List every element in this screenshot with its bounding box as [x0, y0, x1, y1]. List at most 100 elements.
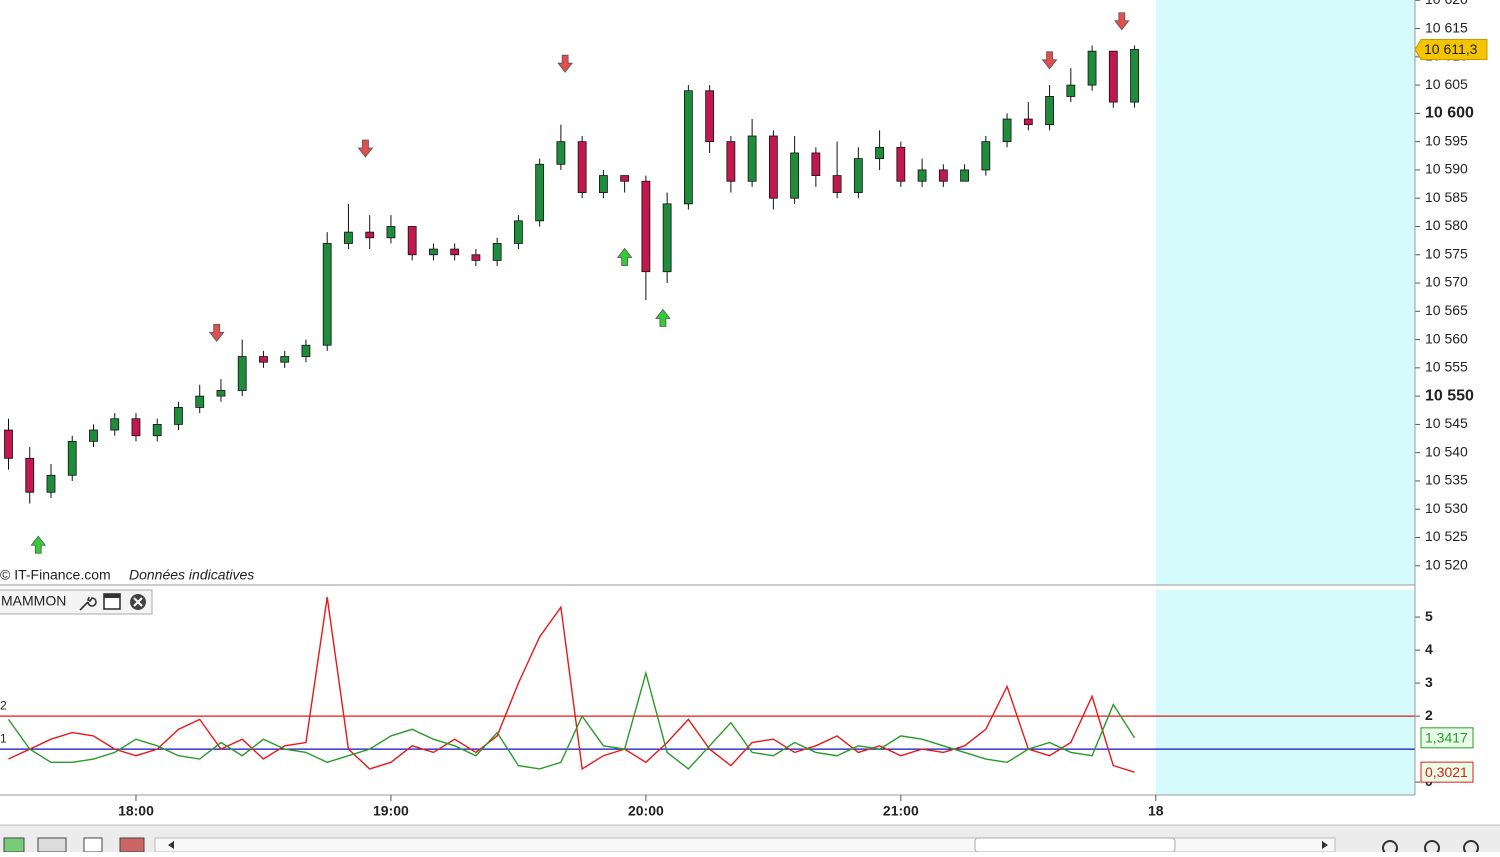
candle-body [216, 390, 226, 397]
y-tick-label: 10 580 [1425, 217, 1468, 233]
candle-body [683, 90, 693, 205]
y-tick-label: 10 620 [1425, 0, 1468, 7]
note: Données indicatives [129, 567, 254, 583]
candle-body [492, 243, 502, 261]
candle-body [938, 169, 948, 182]
y-tick-label: 10 555 [1425, 359, 1468, 375]
future-area [1155, 590, 1415, 795]
candle-body [811, 152, 821, 176]
tool-icon[interactable] [83, 837, 103, 853]
tool-icon[interactable] [119, 837, 145, 853]
last-value-label: 1,3417 [1425, 730, 1468, 746]
candle-body [1130, 49, 1139, 103]
buy-signal [655, 308, 671, 327]
candle-body [89, 429, 98, 442]
candle-body [981, 141, 991, 171]
candle-body [67, 440, 77, 476]
y-tick-label: 5 [1425, 608, 1433, 624]
source: © IT-Finance.com [0, 567, 111, 583]
y-tick-label: 4 [1425, 641, 1433, 657]
y-tick-label: 10 595 [1425, 132, 1468, 148]
candle-body [1002, 118, 1012, 143]
candle-body [662, 203, 672, 273]
candle-body [471, 254, 481, 261]
candle-body [4, 429, 13, 459]
candle-body [280, 356, 290, 363]
y-tick-label: 10 600 [1425, 105, 1474, 122]
candle-body [1087, 50, 1097, 86]
sell-signal [557, 54, 573, 73]
candle-body [237, 356, 247, 391]
candle-body [960, 169, 969, 182]
candle-body [832, 175, 842, 193]
last-value-box [1420, 761, 1474, 783]
candle-body [110, 418, 120, 431]
candle-body [556, 141, 566, 165]
candle-body [1045, 96, 1054, 126]
indicator-line [7, 670, 1136, 770]
candle-body [726, 141, 736, 182]
indicator-title: MAMMON [1, 593, 66, 609]
close-icon-x [133, 597, 143, 607]
y-tick-label: 10 575 [1425, 245, 1468, 261]
candle-body [747, 135, 757, 182]
window-icon-bar [104, 594, 120, 598]
y-tick-label: 3 [1425, 674, 1433, 690]
y-tick-label: 10 545 [1425, 415, 1468, 431]
sell-signal [1041, 51, 1058, 70]
x-tick-label: 18 [1148, 803, 1164, 819]
level-label: 1 [0, 731, 7, 745]
last-value-label: 0,3021 [1425, 764, 1468, 780]
candle-body [46, 474, 56, 493]
candle-body [853, 158, 863, 193]
candle-body [1066, 84, 1076, 97]
candle-body [641, 180, 651, 273]
y-tick-label: 10 560 [1425, 330, 1468, 346]
y-tick-label: 10 585 [1425, 189, 1468, 205]
candle-body [598, 175, 608, 193]
scroll-left[interactable] [168, 841, 174, 849]
candle-body [917, 169, 927, 182]
candle-body [577, 141, 587, 193]
y-tick-label: 10 570 [1425, 274, 1468, 290]
scroll-right[interactable] [1322, 841, 1328, 849]
candle-body [450, 248, 460, 256]
candle-body [705, 90, 715, 143]
candle-body [344, 231, 353, 244]
buy-signal [616, 247, 633, 266]
x-tick-label: 19:00 [373, 803, 409, 819]
indicator-line [8, 597, 1135, 773]
candle-body [174, 407, 183, 425]
y-tick-label: 10 540 [1425, 443, 1468, 459]
last-price-label: 10 611,3 [1424, 41, 1478, 57]
candle-body [25, 457, 35, 493]
candle-body [790, 152, 800, 199]
candle-body [620, 175, 630, 182]
tool-icon[interactable] [3, 837, 25, 853]
y-tick-label: 10 535 [1425, 472, 1468, 488]
future-area [1155, 0, 1415, 585]
y-tick-label: 10 520 [1425, 556, 1468, 572]
y-tick-label: 2 [1425, 707, 1433, 723]
candle-body [1108, 50, 1118, 103]
price-panel: 10 520 10 525 10 530 10 535 10 540 10 545 10 5… [4, 0, 1488, 585]
indicator-header [0, 589, 153, 615]
y-tick-label: 10 565 [1425, 302, 1468, 318]
candle-body [386, 226, 396, 239]
candle-body [322, 243, 332, 346]
y-tick-label: 10 550 [1425, 387, 1474, 404]
scroll-thumb[interactable] [974, 837, 1176, 853]
candle-body [195, 395, 205, 408]
last-price-box [1414, 38, 1488, 60]
candle-body [514, 220, 523, 244]
x-tick-label: 21:00 [883, 803, 919, 819]
candle-body [407, 226, 417, 256]
candle-body [429, 248, 438, 256]
buy-signal [30, 535, 47, 554]
tool-icon[interactable] [37, 837, 67, 853]
candle-body [535, 163, 545, 222]
settings-icon[interactable] [79, 596, 97, 611]
x-tick-label: 20:00 [628, 803, 664, 819]
